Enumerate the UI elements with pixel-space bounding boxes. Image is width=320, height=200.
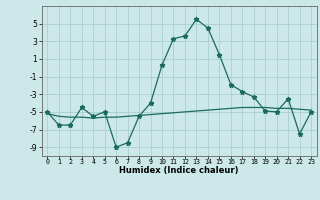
X-axis label: Humidex (Indice chaleur): Humidex (Indice chaleur): [119, 166, 239, 175]
